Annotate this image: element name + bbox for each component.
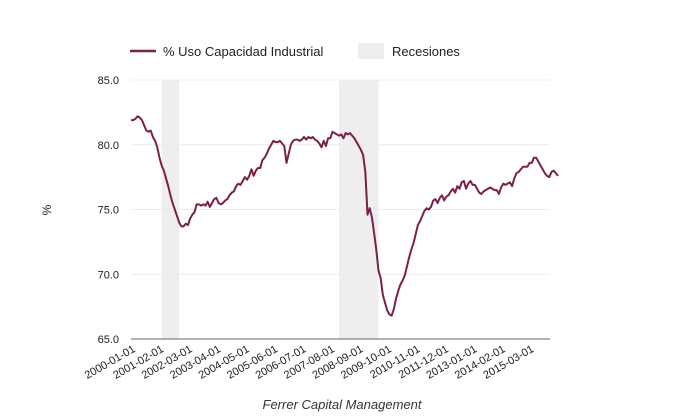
x-axis-ticks: 2000-01-012001-02-012002-03-012003-04-01… [83, 343, 536, 382]
x-axis-label: Ferrer Capital Management [263, 397, 423, 412]
series-layer [131, 115, 559, 317]
gridlines [131, 79, 550, 275]
y-tick-label: 85.0 [98, 75, 119, 87]
legend: % Uso Capacidad Industrial Recesiones [130, 43, 460, 59]
y-axis-ticks: 65.0 70.0 75.0 80.0 85.0 [98, 75, 119, 346]
y-axis-label: % [40, 204, 54, 215]
series-line [131, 115, 559, 317]
y-tick-label: 75.0 [98, 205, 119, 217]
legend-recession-label: Recesiones [392, 44, 460, 59]
legend-series-label: % Uso Capacidad Industrial [163, 44, 324, 59]
y-tick-label: 70.0 [98, 269, 119, 281]
y-tick-label: 80.0 [98, 140, 119, 152]
y-tick-label: 65.0 [98, 334, 119, 346]
legend-recession-swatch [358, 43, 384, 59]
